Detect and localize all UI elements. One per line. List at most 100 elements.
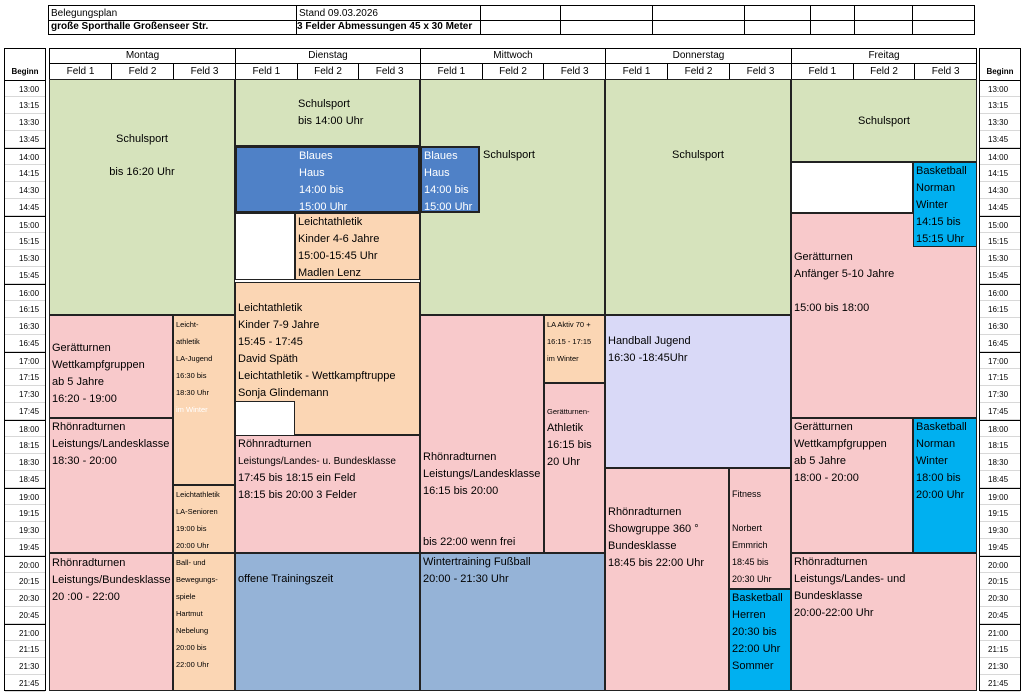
block-line: Bewegungs-: [176, 575, 218, 584]
block-dienstag-blaues-haus[interactable]: Blaues Haus 14:00 bis 15:00 Uhr: [235, 146, 420, 213]
block-montag-la-senioren[interactable]: Leichtathletik LA-Senioren 19:00 bis 20:00 …: [173, 485, 235, 553]
stand-date: Stand 09.03.2026: [299, 8, 378, 19]
time-label: 21:30: [5, 658, 45, 675]
block-line: Bundesklasse: [794, 590, 863, 602]
time-label: 15:30: [980, 250, 1020, 267]
block-line: 20:00 Uhr: [916, 489, 965, 501]
block-dienstag-la-kinder-4-6[interactable]: Leichtathletik Kinder 4-6 Jahre 15:00-15:4…: [295, 213, 420, 280]
block-donnerstag-handball-jugend[interactable]: Handball Jugend 16:30 -18:45Uhr: [605, 315, 791, 468]
block-dienstag-la-kinder-7-9[interactable]: Leichtathletik Kinder 7-9 Jahre 15:45 - 17…: [235, 282, 420, 435]
title-cell-empty: [561, 6, 653, 34]
field-label: Feld 2: [854, 63, 916, 80]
block-line: Rhönradturnen: [608, 506, 682, 518]
day-name: Freitag: [792, 49, 976, 64]
block-freitag-basketball-abend[interactable]: Basketball Norman Winter 18:00 bis 20:00 Uhr: [913, 418, 977, 553]
block-line: im Winter: [547, 354, 579, 363]
block-donnerstag-basketball-herren[interactable]: Basketball Herren 20:30 bis 22:00 Uhr Sommer: [729, 589, 791, 691]
block-line: Gerätturnen: [52, 342, 111, 354]
block-line: 16:15 - 17:15: [547, 337, 592, 346]
block-line: 15:00 Uhr: [299, 201, 348, 213]
block-line: 18:30 Uhr: [176, 388, 209, 397]
time-label: 20:30: [980, 590, 1020, 607]
block-mittwoch-geraetturnen-athletik[interactable]: Gerätturnen- Athletik 16:15 bis 20 Uhr: [544, 383, 605, 553]
time-label: 16:30: [5, 318, 45, 335]
block-line: 20:00 Uhr: [176, 541, 209, 550]
block-line: Bundesklasse: [608, 540, 677, 552]
block-line: Sommer: [732, 660, 774, 672]
block-dienstag-rhoenrad[interactable]: Röhnradturnen Leistungs/Landes- u. Bundes…: [235, 435, 420, 553]
block-dienstag-offene-trainingszeit[interactable]: offene Trainingszeit: [235, 553, 420, 691]
field-label: Feld 1: [606, 63, 668, 80]
field-label: Feld 3: [931, 66, 960, 77]
block-line: Leicht-: [176, 320, 199, 329]
block-line: 18:00 - 20:00: [794, 472, 859, 484]
hall-dimensions: 3 Felder Abmessungen 45 x 30 Meter: [297, 21, 473, 32]
beginn-label: Beginn: [986, 67, 1014, 76]
time-column-left: Beginn 13:00 13:15 13:30 13:45 14:00 14:15 14:…: [4, 48, 46, 692]
block-line: 16:30 bis: [176, 371, 207, 380]
title-cell-empty: [811, 6, 855, 34]
block-freitag-basketball-nachmittag[interactable]: Basketball Norman Winter 14:15 bis 15:15 Uhr: [913, 162, 977, 247]
time-label: 17:15: [980, 369, 1020, 386]
time-label: 20:45: [980, 607, 1020, 624]
block-line: Leistungs/Landes- u. Bundesklasse: [238, 456, 396, 467]
block-freitag-schulsport[interactable]: Schulsport: [791, 79, 977, 162]
block-donnerstag-rhoenrad-showgruppe[interactable]: Rhönradturnen Showgruppe 360 ° Bundesklass…: [605, 468, 729, 691]
time-label: 14:15: [5, 165, 45, 182]
block-line: Schulsport: [298, 98, 350, 110]
block-donnerstag-fitness[interactable]: Fitness Norbert Emmrich 18:45 bis 20:30 Uhr: [729, 468, 791, 589]
day-header-dienstag: Dienstag Feld 1 Feld 2 Feld 3: [236, 49, 421, 80]
block-montag-rhoenrad-bundesklasse[interactable]: Rhönradturnen Leistungs/Bundesklasse 20 :0…: [49, 553, 173, 691]
time-label: 18:15: [5, 437, 45, 454]
block-line: Norman: [916, 438, 956, 450]
time-label: 18:30: [5, 454, 45, 471]
block-montag-rhoenrad-landesklasse[interactable]: Rhönradturnen Leistungs/Landesklasse 18:30…: [49, 418, 173, 553]
time-label: 18:15: [980, 437, 1020, 454]
block-line: Kinder 4-6 Jahre: [298, 233, 380, 245]
time-label: 13:45: [5, 131, 45, 148]
day-header-freitag: Freitag Feld 1 Feld 2 Feld 3: [792, 49, 976, 80]
block-line: 18:30 - 20:00: [52, 455, 117, 467]
block-mittwoch-rhoenrad[interactable]: Rhönradturnen Leistungs/Landesklasse 16:15…: [420, 315, 544, 553]
block-freitag-free: [791, 162, 913, 213]
block-montag-schulsport[interactable]: Schulsport bis 16:20 Uhr: [49, 79, 235, 315]
block-line: 20:00 bis: [176, 643, 207, 652]
block-mittwoch-wintertraining-fussball[interactable]: Wintertraining Fußball 20:00 - 21:30 Uhr: [420, 553, 605, 691]
block-line: Showgruppe 360 °: [608, 523, 699, 535]
time-label: 13:45: [980, 131, 1020, 148]
block-montag-geraetturnen[interactable]: Gerätturnen Wettkampfgruppen ab 5 Jahre 16:…: [49, 315, 173, 418]
time-label: 19:15: [980, 505, 1020, 522]
time-label: 19:30: [980, 522, 1020, 539]
block-freitag-geraetturnen-wettkampf[interactable]: Gerätturnen Wettkampfgruppen ab 5 Jahre 18:…: [791, 418, 913, 553]
block-donnerstag-schulsport[interactable]: Schulsport: [605, 79, 791, 315]
block-freitag-rhoenrad[interactable]: Rhönradturnen Leistungs/Landes- und Bundes…: [791, 553, 977, 691]
block-montag-la-jugend[interactable]: Leicht-athletik LA-Jugend 16:30 bis 18:30 U…: [173, 315, 235, 485]
time-label: 16:15: [5, 301, 45, 318]
block-line: 15:15 Uhr: [916, 233, 965, 245]
block-line: Leistungs/Landesklasse: [52, 438, 170, 450]
block-line: Rhönradturnen: [52, 557, 126, 569]
time-label: 19:00: [5, 488, 45, 505]
block-mittwoch-la-aktiv-70[interactable]: LA Aktiv 70 + 16:15 - 17:15 im Winter: [544, 315, 605, 383]
block-line: bis 14:00 Uhr: [298, 115, 364, 127]
time-label: 17:45: [980, 403, 1020, 420]
time-label: 16:15: [980, 301, 1020, 318]
title-cell-stand: Stand 09.03.2026 3 Felder Abmessungen 45…: [297, 6, 481, 34]
block-line: 22:00 Uhr: [176, 660, 209, 669]
block-line: Gerätturnen: [794, 251, 853, 263]
block-freitag-geraetturnen-anfaenger[interactable]: Gerätturnen Anfänger 5-10 Jahre 15:00 bis …: [791, 213, 977, 418]
block-line: Leistungs/Landes- und: [794, 573, 906, 585]
time-label: 14:00: [980, 148, 1020, 165]
block-line: Röhnradturnen: [238, 438, 312, 450]
time-label: 20:45: [5, 607, 45, 624]
block-line: 22:00 Uhr: [732, 643, 781, 655]
time-label: 20:15: [980, 573, 1020, 590]
block-line: Leichtathletik: [176, 490, 220, 499]
block-montag-ballspiele[interactable]: Ball- und Bewegungs-spiele Hartmut Nebelung…: [173, 553, 235, 691]
time-label: 18:45: [5, 471, 45, 488]
time-label: 16:00: [5, 284, 45, 301]
block-line: 15:45 - 17:45: [238, 336, 303, 348]
time-label: 15:15: [980, 233, 1020, 250]
block-mittwoch-blaues-haus[interactable]: Blaues Haus 14:00 bis 15:00 Uhr: [420, 146, 480, 213]
block-dienstag-schulsport[interactable]: Schulsport bis 14:00 Uhr: [235, 79, 420, 146]
